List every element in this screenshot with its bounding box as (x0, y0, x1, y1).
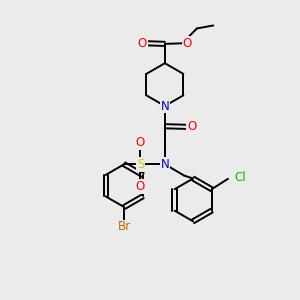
Text: O: O (183, 37, 192, 50)
Text: Cl: Cl (235, 171, 246, 184)
Text: N: N (160, 100, 169, 112)
Text: O: O (138, 37, 147, 50)
Text: Br: Br (118, 220, 131, 233)
Text: S: S (137, 158, 144, 171)
Text: N: N (160, 158, 169, 171)
Text: O: O (136, 136, 145, 149)
Text: O: O (136, 180, 145, 193)
Text: O: O (187, 120, 196, 133)
